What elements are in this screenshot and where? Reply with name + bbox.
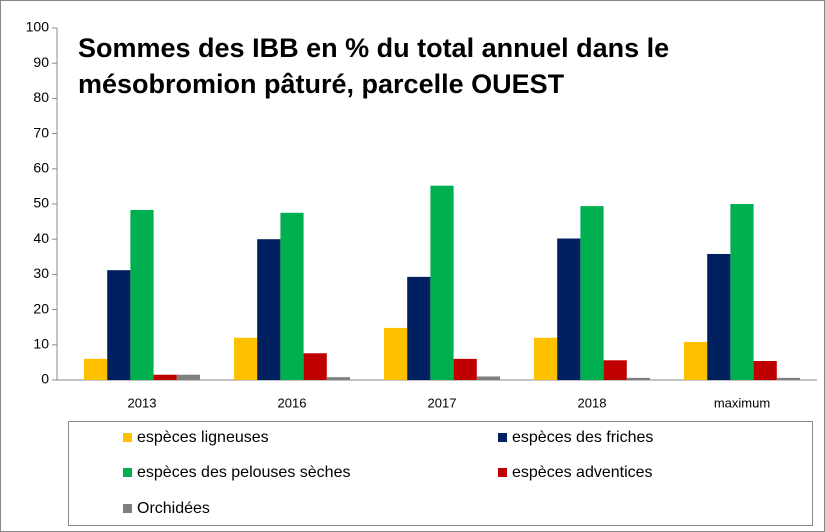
bar: [280, 212, 304, 380]
y-tick-label: 20: [33, 300, 49, 316]
bar: [684, 341, 708, 380]
legend-marker: [498, 468, 507, 477]
y-tick-label: 0: [41, 371, 49, 387]
x-tick-label: maximum: [714, 395, 770, 410]
bar: [84, 358, 108, 380]
y-tick-label: 30: [33, 265, 49, 281]
bar: [557, 238, 581, 380]
legend-marker: [123, 433, 132, 442]
legend-label: Orchidées: [137, 500, 210, 517]
bar: [603, 360, 627, 380]
legend-label: espèces adventices: [512, 464, 653, 481]
bar: [626, 377, 650, 380]
legend-label: espèces ligneuses: [137, 429, 269, 446]
y-tick-label: 50: [33, 195, 49, 211]
bar: [753, 360, 777, 380]
x-tick-label: 2017: [428, 395, 457, 410]
bar: [407, 276, 431, 380]
x-tick-label: 2013: [128, 395, 157, 410]
bar: [430, 185, 454, 380]
legend-box: [68, 421, 813, 526]
y-tick-label: 40: [33, 230, 49, 246]
y-tick-label: 10: [33, 336, 49, 352]
bar: [130, 209, 154, 380]
bar: [326, 377, 350, 380]
bar: [176, 374, 200, 380]
bar: [534, 337, 558, 380]
bar: [776, 377, 800, 380]
bar: [234, 337, 258, 380]
bar: [707, 253, 731, 380]
chart-title: Sommes des IBB en % du total annuel dans…: [78, 33, 670, 99]
y-tick-label: 80: [33, 89, 49, 105]
bar: [453, 358, 477, 380]
bar: [257, 239, 281, 380]
y-tick-label: 70: [33, 124, 49, 140]
bar: [107, 270, 131, 380]
bar: [580, 206, 604, 380]
bar: [303, 353, 327, 380]
y-tick-label: 100: [26, 19, 50, 35]
bar: [153, 374, 177, 380]
bar: [476, 376, 500, 380]
legend-label: espèces des friches: [512, 429, 653, 446]
y-tick-label: 90: [33, 54, 49, 70]
legend-marker: [123, 504, 132, 513]
y-tick-label: 60: [33, 160, 49, 176]
x-tick-label: 2016: [278, 395, 307, 410]
legend-marker: [498, 433, 507, 442]
x-tick-label: 2018: [578, 395, 607, 410]
bar: [384, 327, 408, 380]
legend-label: espèces des pelouses sèches: [137, 464, 350, 481]
bar: [730, 204, 754, 380]
legend-marker: [123, 468, 132, 477]
